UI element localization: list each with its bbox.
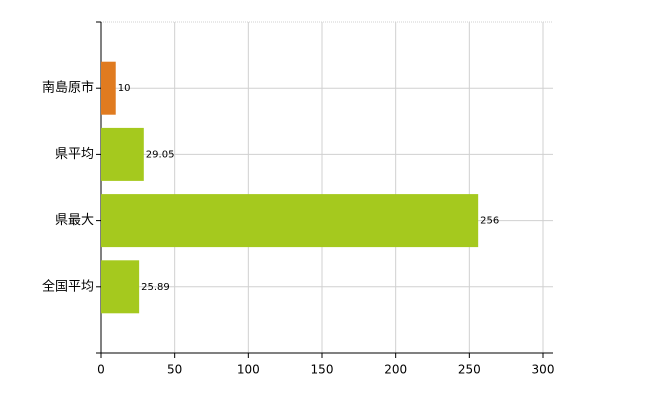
y-tick-label: 県最大	[55, 213, 94, 228]
data-label: 256	[480, 216, 499, 227]
y-tick-label: 県平均	[55, 147, 94, 162]
y-tick-label: 南島原市	[42, 80, 94, 96]
x-tick-label: 200	[384, 363, 407, 377]
y-tick-label: 全国平均	[42, 278, 94, 294]
bar	[101, 260, 140, 314]
data-label: 10	[118, 83, 131, 94]
x-tick-label: 150	[311, 363, 334, 377]
x-tick-label: 0	[97, 363, 105, 377]
x-tick-label: 300	[532, 363, 555, 377]
bar	[101, 194, 479, 248]
x-tick-label: 100	[237, 363, 260, 377]
x-tick-label: 250	[458, 363, 481, 377]
x-tick-label: 50	[167, 363, 182, 377]
bar	[101, 61, 116, 115]
data-label: 29.05	[146, 149, 175, 160]
bar	[101, 127, 144, 181]
data-label: 25.89	[141, 282, 170, 293]
